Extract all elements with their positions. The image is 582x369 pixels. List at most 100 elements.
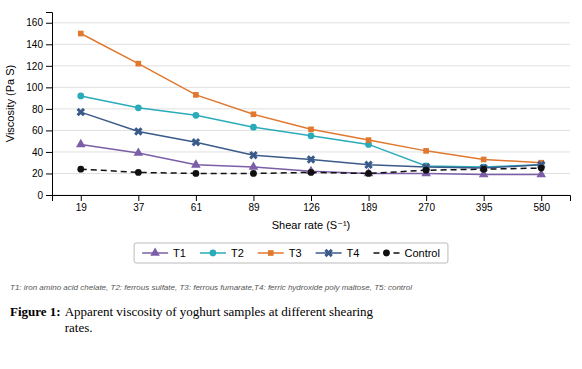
point: [423, 167, 430, 174]
point: [366, 137, 372, 143]
point: [420, 161, 433, 174]
tick-label: 100: [26, 82, 43, 93]
legend-label: T1: [173, 247, 186, 259]
tick: 37: [133, 195, 145, 213]
point: [362, 158, 375, 171]
tick: 140: [26, 39, 52, 50]
tick-mark: [46, 152, 52, 153]
caption-note: T1: iron amino acid chelate, T2: ferrous…: [10, 283, 412, 292]
point: [423, 148, 429, 154]
legend-item: T1: [142, 247, 186, 259]
figure-caption: Apparent viscosity of yoghurt samples at…: [65, 304, 374, 335]
point: [135, 169, 142, 176]
legend-marker: [268, 250, 274, 256]
chart: 0 20 40 60 80 100 120 140 160 19 37 61 89 126 189 270 39…: [0, 0, 582, 369]
point: [538, 165, 545, 172]
series: [77, 165, 544, 177]
tick-label: 40: [32, 147, 44, 158]
legend-frame: [134, 243, 448, 263]
y-axis-title: Viscosity (Pa S): [4, 65, 16, 142]
figure-label: Figure 1:: [10, 304, 61, 319]
legend-label: T3: [289, 247, 302, 259]
tick-mark: [541, 195, 542, 201]
tick-label: 20: [32, 168, 44, 179]
point: [365, 170, 372, 177]
point: [477, 162, 490, 175]
tick-mark: [46, 87, 52, 88]
point: [481, 157, 487, 163]
axis-line: [53, 196, 571, 202]
legend: T1 T2 T3 T4 Control: [134, 243, 448, 263]
tick-mark: [46, 23, 52, 24]
y-axis: 0 20 40 60 80 100 120 140 160: [26, 13, 52, 201]
tick: 160: [26, 17, 52, 28]
point: [135, 104, 142, 111]
tick: 60: [32, 125, 52, 136]
tick-mark: [196, 195, 197, 201]
grid-line: [52, 22, 570, 23]
point: [134, 147, 144, 155]
point: [77, 166, 84, 173]
plot-area: [74, 31, 547, 178]
x-axis-title: Shear rate (S⁻¹): [272, 219, 351, 231]
legend-item: T4: [316, 247, 360, 260]
tick-mark: [46, 130, 52, 131]
tick: 395: [476, 195, 493, 213]
legend-label: T2: [231, 247, 244, 259]
tick-mark: [369, 195, 370, 201]
point: [77, 93, 84, 100]
tick-label: 395: [476, 202, 493, 213]
point: [249, 161, 259, 169]
tick-label: 89: [248, 202, 260, 213]
tick: 189: [361, 195, 378, 213]
tick-label: 270: [418, 202, 435, 213]
tick-label: 0: [37, 190, 43, 201]
grid: [52, 23, 570, 195]
tick: 0: [37, 190, 52, 201]
grid-line: [52, 65, 570, 66]
tick: 61: [191, 195, 203, 213]
tick-label: 60: [32, 125, 44, 136]
tick: 100: [26, 82, 52, 93]
tick-mark: [46, 173, 52, 174]
point: [193, 92, 199, 98]
point: [190, 136, 203, 149]
tick-mark: [46, 195, 52, 196]
tick-mark: [426, 195, 427, 201]
tick-mark: [46, 66, 52, 67]
tick-mark: [81, 195, 82, 201]
legend-label: T4: [347, 247, 360, 259]
line: [81, 96, 541, 167]
tick-label: 120: [26, 61, 43, 72]
tick: 89: [248, 195, 260, 213]
tick-label: 37: [133, 202, 145, 213]
line: [81, 34, 541, 163]
legend-marker: [210, 250, 217, 257]
tick: 40: [32, 147, 52, 158]
tick: 580: [533, 195, 550, 213]
legend-marker: [322, 247, 335, 260]
tick-mark: [46, 109, 52, 110]
point: [74, 106, 87, 119]
point: [247, 149, 260, 162]
point: [136, 61, 142, 67]
tick: 120: [26, 61, 52, 72]
point: [308, 127, 314, 133]
legend-item: Control: [373, 247, 439, 259]
point: [193, 170, 200, 177]
point: [76, 139, 86, 147]
point: [250, 124, 257, 131]
tick-mark: [138, 195, 139, 201]
grid-line: [52, 44, 570, 45]
legend-marker: [383, 250, 390, 257]
tick: 126: [303, 195, 320, 213]
point: [78, 31, 84, 37]
tick-mark: [484, 195, 485, 201]
tick-label: 80: [32, 104, 44, 115]
tick-label: 61: [191, 202, 203, 213]
legend-label: Control: [404, 247, 439, 259]
x-axis: 19 37 61 89 126 189 270 395 580: [53, 195, 571, 213]
tick: 19: [76, 195, 88, 213]
line: [81, 112, 541, 168]
point: [364, 168, 374, 176]
